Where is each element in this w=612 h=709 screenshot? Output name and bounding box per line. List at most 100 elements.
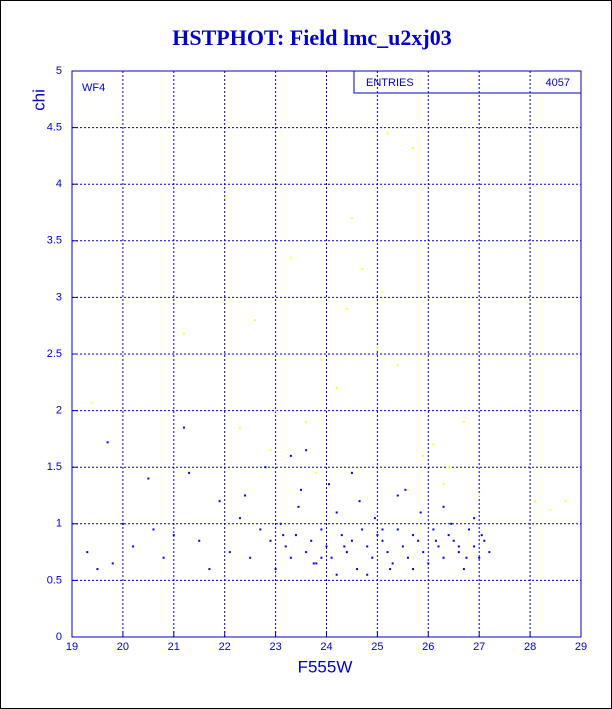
point [310, 539, 313, 542]
point [389, 568, 392, 571]
point [345, 551, 348, 554]
y-axis-label: chi [29, 89, 48, 111]
point [238, 426, 241, 429]
point [417, 539, 420, 542]
point [297, 505, 300, 508]
x-tick-label: 29 [575, 641, 587, 653]
point [289, 256, 292, 259]
point [386, 132, 389, 135]
point [350, 539, 353, 542]
point [312, 562, 315, 565]
point [361, 528, 364, 531]
point [305, 551, 308, 554]
point [434, 539, 437, 542]
point [238, 517, 241, 520]
y-tick-label: 4 [56, 178, 62, 190]
point [404, 488, 407, 491]
point [86, 551, 89, 554]
point [350, 217, 353, 220]
point [244, 494, 247, 497]
point [373, 517, 376, 520]
point [406, 488, 409, 491]
point [488, 551, 491, 554]
point [249, 556, 252, 559]
stats-value: 4057 [546, 77, 570, 89]
point [335, 386, 338, 389]
chart-title: HSTPHOT: Field lmc_u2xj03 [172, 25, 451, 50]
point [106, 441, 109, 444]
point [422, 454, 425, 457]
x-axis-label: F555W [298, 657, 353, 676]
point [468, 528, 471, 531]
x-tick-label: 22 [219, 641, 231, 653]
point [371, 556, 374, 559]
y-tick-label: 1 [56, 518, 62, 530]
point [381, 539, 384, 542]
point [361, 268, 364, 271]
point [121, 522, 124, 525]
point [294, 534, 297, 537]
point [412, 146, 415, 149]
point [269, 539, 272, 542]
y-tick-label: 4.5 [47, 122, 62, 134]
point [442, 483, 445, 486]
stats-label: ENTRIES [366, 77, 414, 89]
point [335, 511, 338, 514]
x-tick-label: 23 [269, 641, 281, 653]
point [340, 534, 343, 537]
point [381, 290, 384, 293]
point [223, 196, 226, 199]
point [188, 471, 191, 474]
point [473, 545, 476, 548]
x-tick-label: 19 [66, 641, 78, 653]
point [315, 562, 318, 565]
point [412, 534, 415, 537]
y-tick-label: 3 [56, 291, 62, 303]
point [376, 347, 379, 350]
point [350, 471, 353, 474]
point [432, 443, 435, 446]
point [320, 528, 323, 531]
point [452, 539, 455, 542]
point [457, 551, 460, 554]
point [534, 500, 537, 503]
point [218, 500, 221, 503]
point [228, 551, 231, 554]
stats-box [353, 71, 581, 94]
point [356, 568, 359, 571]
point [447, 466, 450, 469]
point [412, 568, 415, 571]
point [147, 477, 150, 480]
point [279, 522, 282, 525]
point [264, 466, 267, 469]
point [96, 568, 99, 571]
point [208, 568, 211, 571]
point [391, 562, 394, 565]
y-tick-label: 1.5 [47, 461, 62, 473]
x-tick-label: 24 [320, 641, 332, 653]
y-tick-label: 3.5 [47, 235, 62, 247]
x-tick-label: 21 [168, 641, 180, 653]
point [396, 528, 399, 531]
point [325, 545, 328, 548]
point [328, 483, 331, 486]
point [457, 545, 460, 548]
point [478, 494, 481, 497]
point [198, 539, 201, 542]
x-tick-label: 27 [473, 641, 485, 653]
x-tick-label: 20 [117, 641, 129, 653]
point [386, 551, 389, 554]
point [300, 488, 303, 491]
point [447, 534, 450, 537]
x-tick-label: 28 [524, 641, 536, 653]
point [305, 449, 308, 452]
point [91, 401, 94, 404]
point [473, 517, 476, 520]
point [401, 545, 404, 548]
point [343, 545, 346, 548]
point [284, 545, 287, 548]
point [132, 545, 135, 548]
point [182, 426, 185, 429]
point [320, 556, 323, 559]
